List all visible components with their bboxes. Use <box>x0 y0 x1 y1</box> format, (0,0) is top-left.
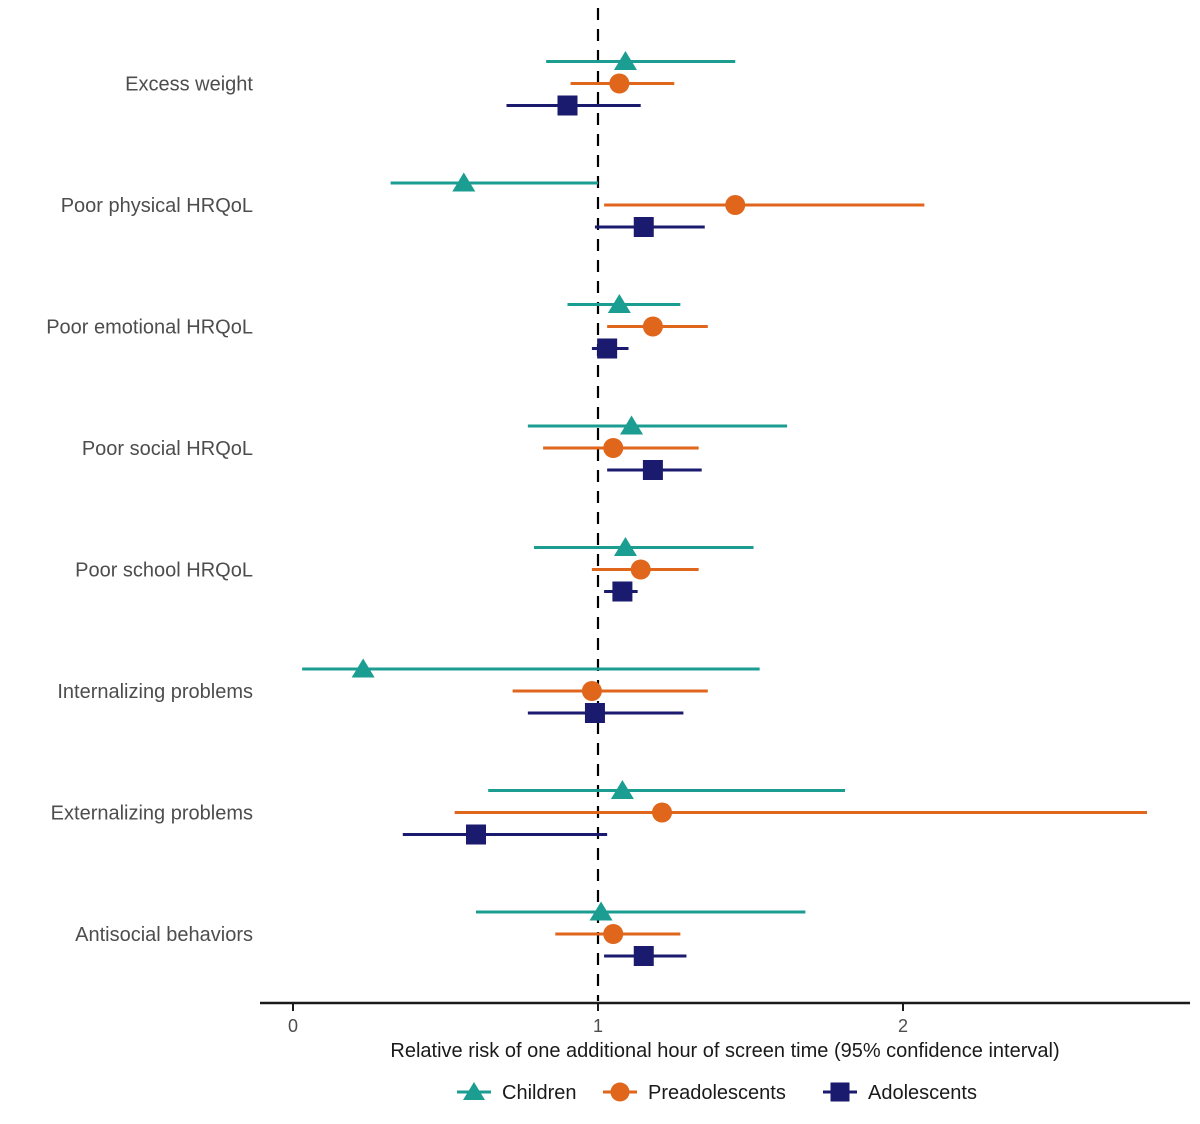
x-tick-label-1: 1 <box>593 1016 603 1036</box>
category-label-6: Internalizing problems <box>57 681 253 703</box>
point-triangle-children-1 <box>613 51 637 70</box>
point-square-adolescents-7 <box>466 824 486 845</box>
legend: Children Preadolescents Adolescents <box>457 1082 977 1104</box>
point-square-adolescents-5 <box>612 581 633 602</box>
legend-item-adolescents: Adolescents <box>823 1082 977 1104</box>
legend-label-preadolescents: Preadolescents <box>648 1082 786 1104</box>
legend-label-adolescents: Adolescents <box>868 1082 977 1104</box>
children-triangle-icon <box>463 1082 485 1100</box>
point-triangle-children-6 <box>351 658 375 678</box>
category-label-4: Poor social HRQoL <box>82 438 253 460</box>
point-square-adolescents-6 <box>584 703 605 723</box>
point-square-adolescents-4 <box>642 460 663 480</box>
x-tick-label-0: 0 <box>288 1016 298 1036</box>
point-square-adolescents-2 <box>633 217 654 237</box>
category-label-3: Poor emotional HRQoL <box>46 317 253 339</box>
legend-label-children: Children <box>502 1082 576 1104</box>
point-square-adolescents-1 <box>557 95 578 116</box>
x-axis-title: Relative risk of one additional hour of … <box>390 1040 1059 1062</box>
point-circle-preadolescents-6 <box>581 681 602 701</box>
category-label-7: Externalizing problems <box>51 803 253 825</box>
point-circle-preadolescents-7 <box>652 802 673 823</box>
point-circle-preadolescents-1 <box>609 73 630 94</box>
point-triangle-children-8 <box>589 901 613 921</box>
point-circle-preadolescents-3 <box>642 316 663 337</box>
point-triangle-children-7 <box>610 780 634 799</box>
legend-item-children: Children <box>457 1082 576 1104</box>
point-square-adolescents-8 <box>633 946 654 966</box>
chart-layer: Excess weight Poor physical HRQoL Poor emo… <box>46 8 1190 1036</box>
point-circle-preadolescents-5 <box>630 559 651 580</box>
point-circle-preadolescents-4 <box>603 438 624 458</box>
point-circle-preadolescents-2 <box>725 195 746 215</box>
x-tick-label-2: 2 <box>898 1016 908 1036</box>
point-triangle-children-5 <box>613 537 637 556</box>
category-label-5: Poor school HRQoL <box>75 560 253 582</box>
legend-item-preadolescents: Preadolescents <box>603 1082 786 1104</box>
point-triangle-children-4 <box>620 415 644 435</box>
category-label-2: Poor physical HRQoL <box>61 195 253 217</box>
preadolescents-circle-icon <box>610 1082 630 1102</box>
point-circle-preadolescents-8 <box>603 924 624 944</box>
adolescents-square-icon <box>830 1082 850 1102</box>
point-triangle-children-3 <box>607 294 631 313</box>
category-label-8: Antisocial behaviors <box>75 924 253 946</box>
category-label-1: Excess weight <box>125 74 253 96</box>
point-triangle-children-2 <box>452 172 476 192</box>
point-square-adolescents-3 <box>597 338 618 359</box>
